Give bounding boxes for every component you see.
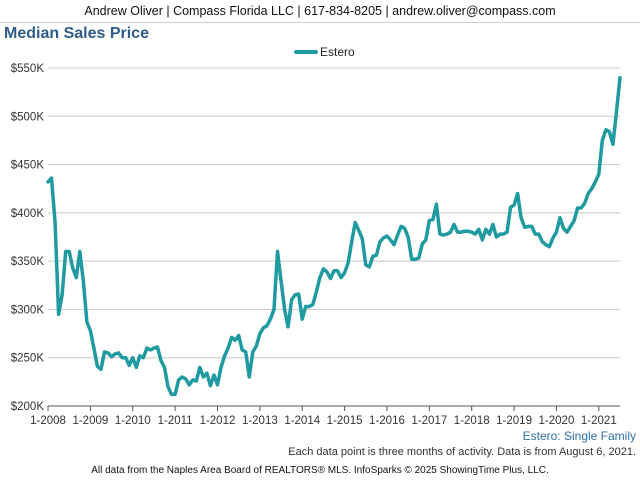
series-estero: [46, 75, 622, 397]
x-tick-label: 1-2015: [327, 415, 363, 427]
chart-legend[interactable]: Estero: [294, 45, 355, 59]
chart-title: Median Sales Price: [4, 25, 149, 42]
x-tick-label: 1-2011: [158, 415, 193, 427]
x-tick-label: 1-2016: [369, 415, 405, 427]
x-tick-label: 1-2009: [72, 415, 108, 427]
legend-label-estero: Estero: [320, 45, 355, 59]
x-tick-label: 1-2021: [581, 415, 617, 427]
region-label: Estero: Single Family: [522, 429, 636, 443]
series-line-estero: [46, 75, 622, 397]
data-note: Each data point is three months of activ…: [288, 446, 636, 458]
y-tick-label: $300K: [11, 304, 45, 316]
contact-header: Andrew Oliver | Compass Florida LLC | 61…: [0, 0, 640, 23]
x-tick-label: 1-2014: [284, 415, 320, 427]
y-tick-label: $200K: [11, 401, 45, 413]
y-tick-label: $550K: [11, 63, 45, 75]
x-tick-label: 1-2010: [115, 415, 151, 427]
x-tick-label: 1-2019: [496, 415, 532, 427]
y-gridlines: [48, 67, 620, 407]
x-tick-label: 1-2017: [411, 415, 447, 427]
y-tick-label: $450K: [11, 160, 45, 172]
y-axis: $200K $250K $300K $350K $400K $450K $500K $550K: [11, 63, 45, 413]
x-tick-label: 1-2008: [30, 415, 66, 427]
y-tick-label: $250K: [11, 353, 45, 365]
x-tick-label: 1-2018: [454, 415, 490, 427]
x-axis: 1-2008 1-2009 1-2010 1-2011 1-2012 1-2013 1-20…: [30, 405, 620, 427]
y-tick-label: $350K: [11, 256, 45, 268]
y-tick-label: $500K: [11, 111, 45, 123]
x-tick-label: 1-2013: [242, 415, 278, 427]
data-credits: All data from the Naples Area Board of R…: [91, 465, 549, 476]
x-tick-label: 1-2012: [200, 415, 236, 427]
y-tick-label: $400K: [11, 208, 45, 220]
x-tick-label: 1-2020: [539, 415, 575, 427]
